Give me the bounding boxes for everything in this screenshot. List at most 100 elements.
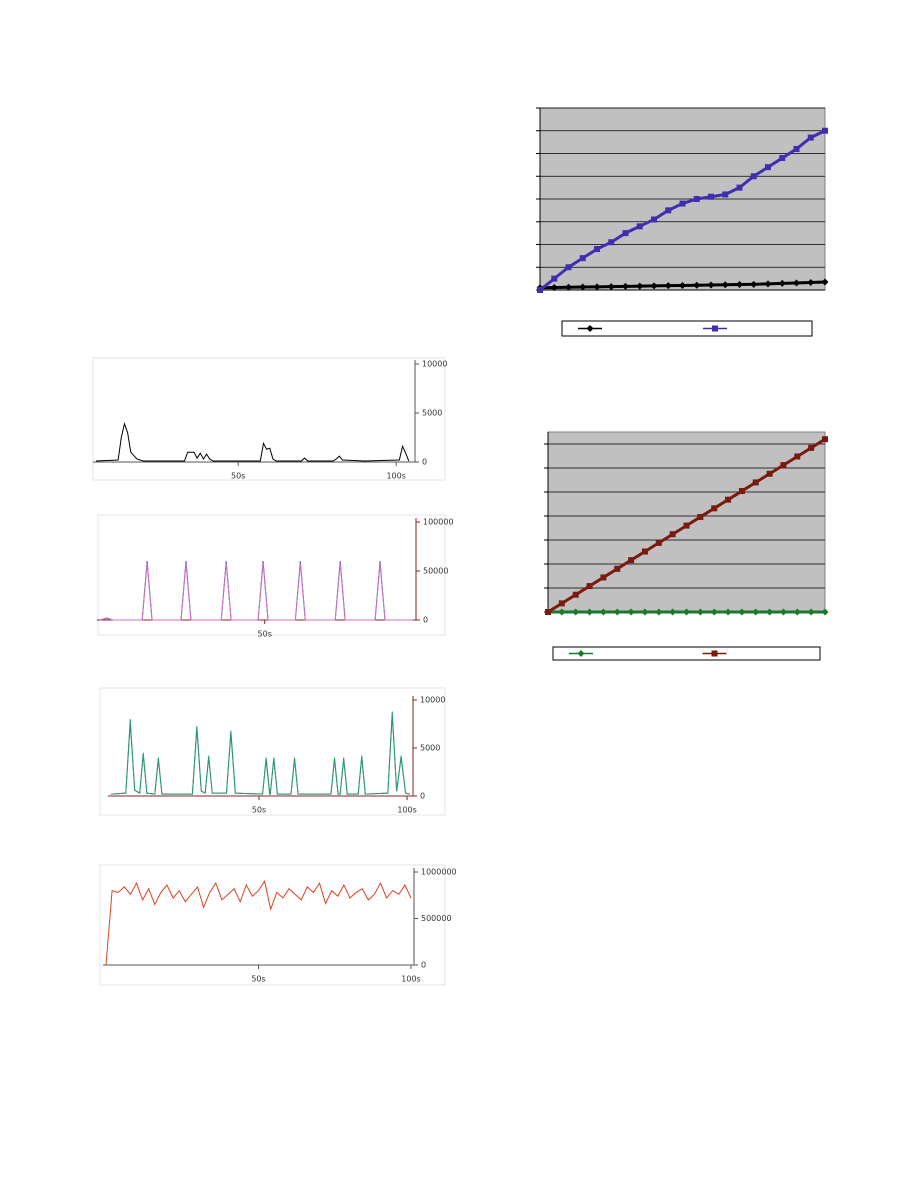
marker: [752, 479, 759, 486]
marker: [721, 281, 729, 289]
y-tick-label: 0: [423, 616, 428, 625]
marker: [765, 164, 771, 171]
marker: [613, 608, 621, 616]
marker: [641, 548, 648, 555]
marker: [725, 496, 732, 503]
marker: [793, 145, 800, 152]
marker: [738, 488, 745, 495]
marker: [779, 608, 787, 616]
marker: [764, 280, 772, 288]
legend: [561, 320, 813, 337]
marker: [794, 453, 801, 460]
marker: [822, 436, 828, 443]
marker: [558, 608, 566, 616]
marker: [608, 239, 615, 246]
marker: [821, 278, 829, 286]
marker: [821, 608, 829, 616]
series-line: [95, 422, 410, 462]
x-tick-label: 100s: [401, 975, 420, 984]
marker: [807, 278, 815, 286]
y-tick-label: 10000: [420, 696, 445, 705]
marker: [655, 539, 662, 546]
marker: [607, 283, 615, 291]
marker: [627, 608, 635, 616]
marker: [650, 282, 658, 290]
marker: [712, 325, 718, 332]
marker: [558, 600, 565, 607]
marker: [738, 608, 746, 616]
marker: [593, 283, 601, 291]
marker: [537, 287, 543, 293]
marker: [550, 283, 558, 291]
x-tick-label: 50s: [251, 975, 265, 984]
marker: [780, 462, 787, 469]
x-tick-label: 100s: [397, 806, 416, 815]
y-tick-label: 100000: [423, 518, 454, 527]
x-tick-label: 50s: [258, 630, 272, 639]
marker: [636, 282, 644, 290]
chart-frame: [99, 687, 446, 816]
x-tick-label: 100s: [386, 472, 405, 481]
marker: [724, 608, 732, 616]
marker: [693, 196, 700, 202]
marker: [586, 608, 594, 616]
series-line: [99, 563, 413, 621]
series-line: [110, 711, 411, 795]
marker: [697, 513, 704, 520]
marker: [736, 184, 743, 191]
marker: [600, 574, 607, 581]
marker: [628, 557, 635, 564]
y-tick-label: 1000000: [421, 868, 457, 877]
x-tick-label: 50s: [252, 806, 266, 815]
y-tick-label: 10000: [422, 360, 447, 369]
marker: [683, 608, 690, 616]
series-line: [105, 880, 412, 966]
marker: [808, 444, 815, 451]
marker: [750, 280, 758, 288]
chart-frame: [99, 864, 446, 986]
legend: [552, 646, 821, 661]
y-tick-label: 50000: [423, 567, 448, 576]
marker: [594, 246, 600, 253]
marker: [664, 282, 672, 290]
marker: [778, 279, 786, 287]
marker: [572, 608, 580, 616]
y-tick-label: 500000: [421, 914, 452, 923]
chart-frame: [92, 357, 446, 481]
marker: [614, 565, 621, 572]
marker: [586, 583, 593, 590]
marker: [551, 275, 558, 282]
marker: [572, 591, 579, 598]
marker: [577, 650, 585, 657]
marker: [669, 531, 676, 538]
marker: [599, 608, 607, 616]
marker: [822, 127, 828, 134]
marker: [708, 193, 714, 200]
marker: [696, 608, 704, 616]
marker: [750, 173, 757, 180]
y-tick-label: 0: [420, 792, 425, 801]
marker: [565, 283, 572, 291]
y-tick-label: 0: [421, 961, 426, 970]
marker: [710, 608, 718, 616]
marker: [779, 155, 786, 162]
marker: [665, 207, 672, 214]
marker: [793, 608, 801, 616]
marker: [683, 522, 690, 529]
marker: [651, 216, 657, 223]
y-tick-label: 0: [422, 458, 427, 467]
marker: [636, 223, 643, 230]
chart-frame: [97, 514, 446, 636]
marker: [752, 608, 760, 616]
y-tick-label: 5000: [420, 744, 440, 753]
marker: [579, 283, 587, 291]
marker: [579, 255, 586, 262]
marker: [807, 134, 814, 141]
marker: [622, 230, 629, 237]
marker: [707, 281, 715, 289]
marker: [736, 281, 743, 289]
marker: [565, 264, 572, 271]
marker: [679, 281, 686, 289]
marker: [711, 650, 718, 657]
